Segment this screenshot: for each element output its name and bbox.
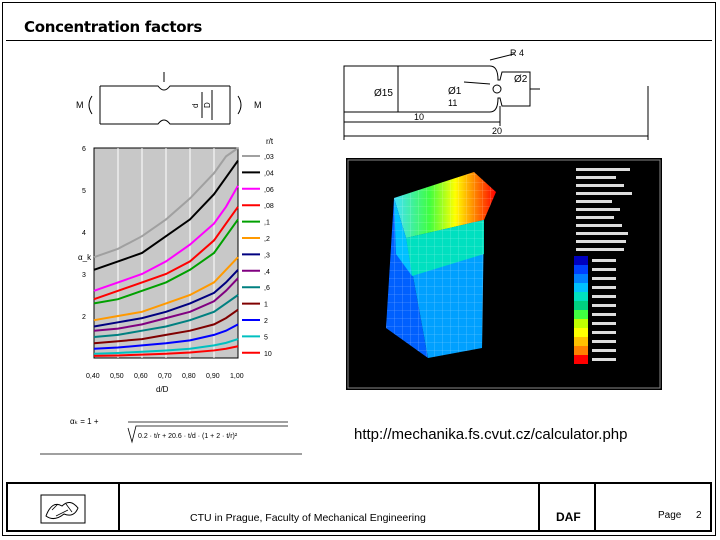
color-scale-swatch	[574, 265, 588, 274]
x-tick-label: 0,80	[182, 373, 196, 380]
series-line-2	[93, 185, 239, 292]
series-line-0	[93, 147, 239, 259]
series-line-8	[93, 294, 239, 338]
y-tick-label: 6	[82, 146, 86, 153]
footer-page-number: 2	[696, 510, 702, 521]
title-divider	[6, 40, 712, 41]
legend-label-8: ,6	[264, 285, 270, 292]
color-scale-value	[592, 313, 616, 316]
footer-bar: CTU in Prague, Faculty of Mechanical Eng…	[6, 482, 712, 532]
diameter-15-label: Ø15	[374, 88, 393, 99]
color-scale-swatch	[574, 292, 588, 301]
moment-right-label: M	[254, 100, 262, 110]
legend-label-4: ,1	[264, 220, 270, 227]
color-scale-swatch	[574, 346, 588, 355]
color-scale-swatch	[574, 355, 588, 364]
color-scale-swatch	[574, 256, 588, 265]
y-tick-label: 2	[82, 314, 86, 321]
formula-denominator: 0.2 · t/r + 20.6 · t/d · (1 + 2 · t/r)²	[138, 433, 238, 440]
y-tick-label: 3	[82, 272, 86, 279]
color-scale-value	[592, 259, 616, 262]
x-axis-label: d/D	[156, 385, 169, 394]
x-tick-label: 0,90	[206, 373, 220, 380]
legend-label-0: ,03	[264, 154, 274, 161]
footer-dept: DAF	[556, 510, 581, 524]
series-line-3	[93, 206, 239, 301]
color-scale-swatch	[574, 337, 588, 346]
concentration-chart: ,03 ,04 ,06 ,08 ,1 ,2 ,3 ,4 ,6 1 2 5 10 0,40 0,50 0,60…	[78, 137, 274, 394]
color-scale-value	[592, 268, 616, 271]
footer-institution-cell: CTU in Prague, Faculty of Mechanical Eng…	[118, 484, 540, 530]
color-scale-swatch	[574, 319, 588, 328]
legend-label-7: ,4	[264, 269, 270, 276]
series-line-10	[93, 323, 239, 350]
color-scale-value	[592, 322, 616, 325]
formula-lhs: αₖ = 1 +	[70, 417, 99, 426]
y-tick-label: 5	[82, 188, 86, 195]
x-tick-label: 1,00	[230, 373, 244, 380]
diameter-11-label: Ø1	[448, 86, 462, 97]
large-diameter-label: D	[203, 102, 212, 108]
color-scale-value	[592, 349, 616, 352]
color-scale-value	[592, 331, 616, 334]
footer-institution: CTU in Prague, Faculty of Mechanical Eng…	[190, 512, 426, 524]
notch-sketch: M M d D	[76, 72, 262, 125]
legend-label-11: 5	[264, 334, 268, 341]
color-scale-value	[592, 286, 616, 289]
shaft-drawing: R 4 Ø2 Ø15 Ø1 11 10 20	[343, 48, 649, 140]
slide-title: Concentration factors	[24, 18, 202, 36]
color-scale-swatch	[574, 310, 588, 319]
fem-stress-image	[346, 158, 662, 390]
legend-title: r/t	[266, 137, 274, 146]
color-scale-value	[592, 358, 616, 361]
dimension-20: 20	[492, 126, 502, 136]
university-logo-icon	[40, 494, 86, 524]
series-line-11	[93, 338, 239, 355]
color-scale-value	[592, 295, 616, 298]
series-line-5	[93, 256, 239, 322]
x-tick-label: 0,60	[134, 373, 148, 380]
color-scale-swatch	[574, 328, 588, 337]
footer-logo-cell	[8, 484, 120, 530]
color-scale-swatch	[574, 274, 588, 283]
calculator-url[interactable]: http://mechanika.fs.cvut.cz/calculator.p…	[354, 426, 628, 443]
small-diameter-label: d	[191, 104, 200, 108]
legend-label-2: ,06	[264, 187, 274, 194]
legend-label-12: 10	[264, 351, 272, 358]
color-scale-swatch	[574, 301, 588, 310]
series-line-6	[93, 269, 239, 328]
diameter-2-label: Ø2	[514, 74, 528, 85]
series-line-12	[93, 345, 239, 357]
diameter-11-value: 11	[448, 98, 457, 108]
legend-label-10: 2	[264, 318, 268, 325]
y-axis-label: α_k	[78, 253, 92, 262]
x-tick-label: 0,40	[86, 373, 100, 380]
x-tick-label: 0,70	[158, 373, 172, 380]
dimension-10: 10	[414, 112, 424, 122]
color-scale-swatch	[574, 283, 588, 292]
series-line-4	[93, 218, 239, 305]
legend-label-3: ,08	[264, 203, 274, 210]
series-line-7	[93, 277, 239, 332]
moment-left-label: M	[76, 100, 84, 110]
formula: αₖ = 1 + 0.2 · t/r + 20.6 · t/d · (1 + 2…	[40, 417, 302, 455]
y-tick-label: 4	[82, 230, 86, 237]
color-scale-value	[592, 277, 616, 280]
legend-label-6: ,3	[264, 252, 270, 259]
legend-label-5: ,2	[264, 236, 270, 243]
x-tick-label: 0,50	[110, 373, 124, 380]
legend-label-1: ,04	[264, 170, 274, 177]
series-line-1	[93, 160, 239, 271]
legend-label-9: 1	[264, 302, 268, 309]
footer-dept-cell	[538, 484, 596, 530]
series-line-9	[93, 308, 239, 345]
radius-label: R 4	[510, 48, 524, 58]
color-scale-value	[592, 304, 616, 307]
footer-page-label: Page	[658, 510, 682, 521]
color-scale-value	[592, 340, 616, 343]
